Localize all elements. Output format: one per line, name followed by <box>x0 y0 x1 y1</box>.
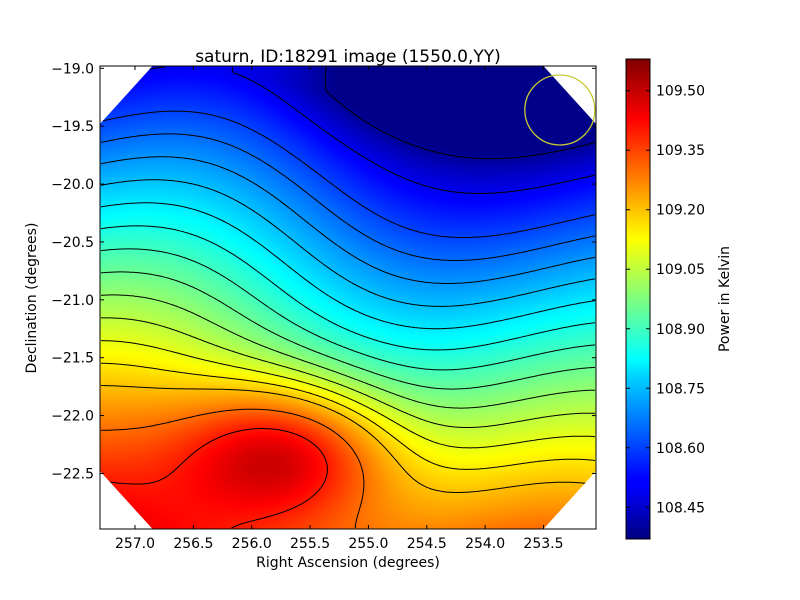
x-tick-label: 256.0 <box>232 536 272 552</box>
y-tick-label: −22.5 <box>51 466 94 482</box>
contour-line-3 <box>100 133 596 261</box>
colorbar-tick-label: 109.35 <box>656 143 705 159</box>
contour-line-4 <box>100 156 596 284</box>
x-tick-label: 255.5 <box>290 536 330 552</box>
colorbar-tick-label: 108.60 <box>656 441 705 457</box>
x-tick-label: 254.5 <box>407 536 447 552</box>
contour-line-11 <box>101 317 595 428</box>
colorbar-tick-label: 109.05 <box>656 262 705 278</box>
x-axis-label: Right Ascension (degrees) <box>256 555 440 571</box>
y-axis-ticks: −19.0 −19.5 −20.0 −20.5 −21.0 −21.5 −22.0 −22.5 <box>51 61 596 482</box>
y-tick-label: −22.0 <box>51 409 94 425</box>
y-tick-label: −19.5 <box>51 119 94 135</box>
chart-title: saturn, ID:18291 image (1550.0,YY) <box>195 47 501 67</box>
plot-frame <box>99 65 597 530</box>
x-axis-ticks: 257.0 256.5 256.0 255.5 255.0 254.5 254.0 253.5 <box>115 66 564 552</box>
y-tick-label: −21.5 <box>51 351 94 367</box>
contour-line-5 <box>100 179 596 307</box>
heatmap-image <box>100 66 596 529</box>
y-tick-label: −19.0 <box>51 61 94 77</box>
contour-line-15 <box>100 408 365 529</box>
colorbar-tick-label: 108.90 <box>656 322 705 338</box>
contour-line-16 <box>100 428 328 529</box>
contour-line-0 <box>324 66 596 160</box>
x-tick-label: 256.5 <box>173 536 213 552</box>
x-tick-label: 254.0 <box>465 536 505 552</box>
colorbar-gradient <box>625 58 651 540</box>
y-tick-label: −20.0 <box>51 177 94 193</box>
colorbar-ticks: 108.45 108.60 108.75 108.90 109.05 109.20 109.… <box>626 84 705 516</box>
contour-line-6 <box>100 202 596 330</box>
colorbar-tick-label: 108.75 <box>656 381 705 397</box>
colorbar: 108.45 108.60 108.75 108.90 109.05 109.20 109.… <box>625 58 733 540</box>
x-tick-label: 255.0 <box>348 536 388 552</box>
contour-line-9 <box>100 271 596 390</box>
y-tick-label: −21.0 <box>51 293 94 309</box>
contour-line-12 <box>101 340 596 449</box>
contour-line-10 <box>100 294 595 409</box>
plot-area: 257.0 256.5 256.0 255.5 255.0 254.5 254.0 253.5… <box>51 61 597 552</box>
contour-line-1 <box>100 66 596 194</box>
colorbar-tick-label: 108.45 <box>656 500 705 516</box>
contour-line-7 <box>100 225 596 351</box>
colorbar-tick-label: 109.50 <box>656 84 705 100</box>
x-tick-label: 257.0 <box>115 536 155 552</box>
colorbar-label: Power in Kelvin <box>717 246 733 352</box>
colorbar-tick-label: 109.20 <box>656 203 705 219</box>
beam-marker-circle <box>524 74 596 146</box>
x-tick-label: 253.5 <box>523 536 563 552</box>
contour-line-2 <box>100 110 596 238</box>
contour-line-8 <box>101 248 596 371</box>
contour-line-13 <box>101 362 596 470</box>
contour-lines <box>100 66 596 529</box>
y-tick-label: −20.5 <box>51 235 94 251</box>
y-axis-label: Declination (degrees) <box>24 223 40 374</box>
